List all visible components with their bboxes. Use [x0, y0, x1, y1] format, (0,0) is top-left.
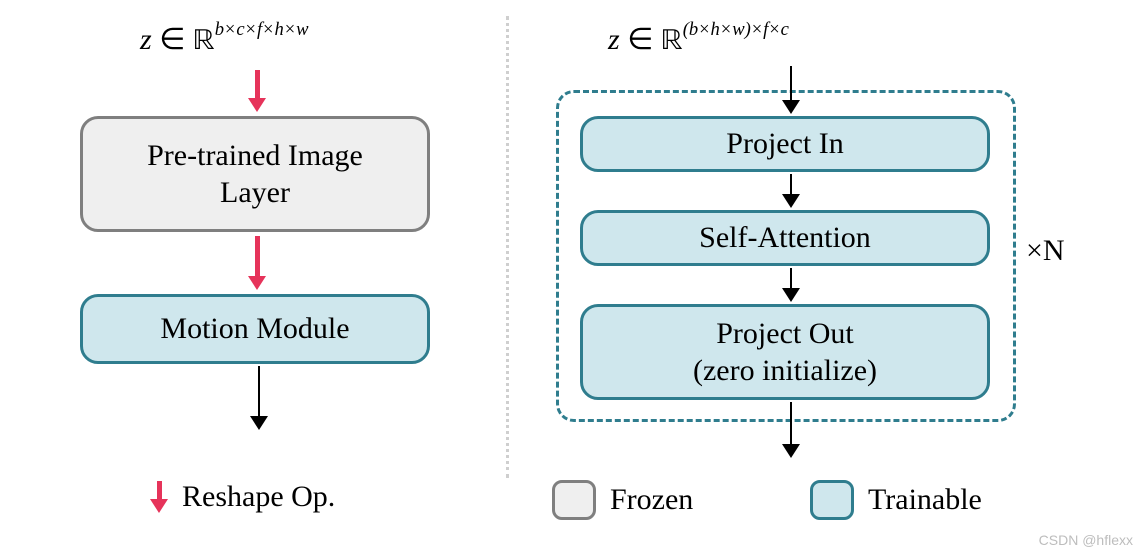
left-output-arrow [250, 366, 268, 430]
right-formula: z ∈ ℝ(b×h×w)×f×c [608, 22, 789, 61]
pretrained-image-layer-label-line1: Pre-trained Image [147, 137, 363, 175]
repeat-count-label: ×N [1026, 234, 1065, 268]
self-attention-box: Self-Attention [580, 210, 990, 266]
legend-reshape-arrow-icon [150, 481, 168, 513]
panel-divider [506, 16, 509, 478]
legend-trainable: Trainable [810, 480, 982, 520]
pretrained-image-layer-box: Pre-trained Image Layer [80, 116, 430, 232]
reshape-arrow-2 [248, 236, 266, 290]
motion-module-label: Motion Module [160, 310, 349, 348]
project-out-box: Project Out (zero initialize) [580, 304, 990, 400]
legend-reshape: Reshape Op. [150, 480, 335, 514]
left-formula: z ∈ ℝb×c×f×h×w [140, 22, 309, 61]
legend-trainable-label: Trainable [868, 483, 982, 517]
reshape-arrow-1 [248, 70, 266, 112]
project-out-label-line1: Project Out [716, 315, 853, 353]
motion-module-box: Motion Module [80, 294, 430, 364]
arrow-projin-to-attention [782, 174, 800, 208]
right-input-arrow [782, 66, 800, 114]
diagram-stage: z ∈ ℝb×c×f×h×w Pre-trained Image Layer M… [0, 0, 1145, 558]
project-in-label: Project In [726, 125, 843, 163]
self-attention-label: Self-Attention [699, 219, 871, 257]
arrow-attention-to-projout [782, 268, 800, 302]
project-in-box: Project In [580, 116, 990, 172]
project-out-label-line2: (zero initialize) [693, 352, 877, 390]
watermark: CSDN @hflexx [1039, 532, 1133, 548]
legend-frozen-swatch [552, 480, 596, 520]
legend-frozen: Frozen [552, 480, 693, 520]
legend-trainable-swatch [810, 480, 854, 520]
legend-reshape-label: Reshape Op. [182, 480, 335, 514]
legend-frozen-label: Frozen [610, 483, 693, 517]
right-output-arrow [782, 402, 800, 458]
pretrained-image-layer-label-line2: Layer [220, 174, 290, 212]
